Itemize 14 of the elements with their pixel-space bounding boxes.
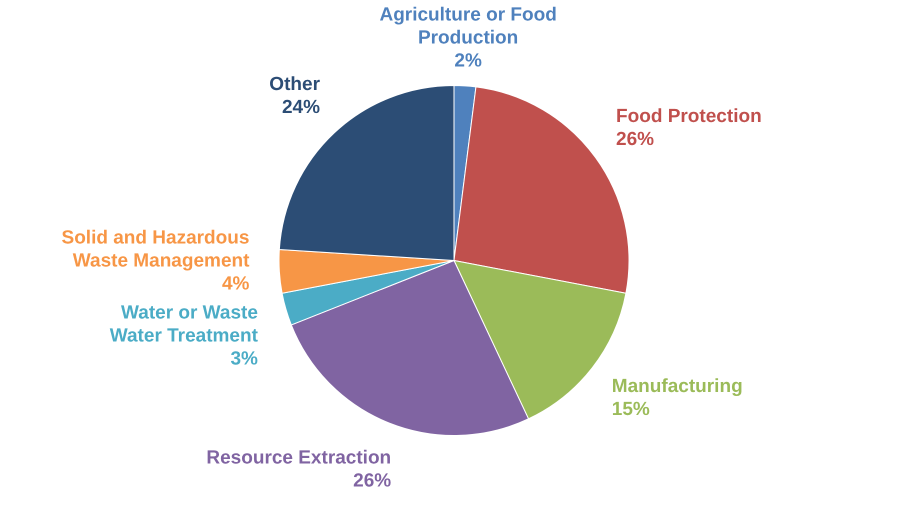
slice-label: Solid and Hazardous Waste Management	[62, 228, 250, 272]
slice-label: Other	[269, 74, 321, 96]
slice-label: Manufacturing	[612, 376, 743, 398]
data-label: 24%	[282, 97, 320, 118]
data-label: 2%	[454, 50, 482, 72]
data-label: 26%	[616, 128, 654, 150]
data-label: 3%	[230, 348, 258, 370]
slice-label: Agriculture or Food Production	[379, 4, 557, 49]
data-label: 4%	[222, 274, 250, 295]
slice-label: Resource Extraction	[206, 447, 392, 468]
slice-label: Water or Waste Water Treatment	[110, 302, 259, 347]
data-label: 26%	[353, 470, 392, 492]
slice-label: Food Protection	[616, 106, 762, 127]
data-label: 15%	[612, 399, 650, 420]
